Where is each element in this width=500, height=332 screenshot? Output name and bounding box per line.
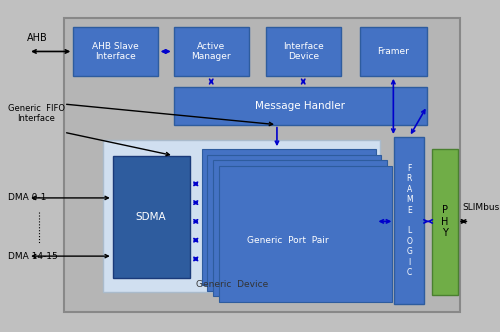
Bar: [432, 149, 458, 294]
Text: DMA 14-15: DMA 14-15: [8, 252, 58, 261]
Bar: [218, 166, 392, 302]
Text: SLIMbus: SLIMbus: [463, 203, 500, 212]
Text: AHB Slave
Interface: AHB Slave Interface: [92, 42, 139, 61]
Bar: [174, 27, 249, 76]
Bar: [266, 27, 341, 76]
Bar: [213, 160, 387, 296]
Bar: [112, 156, 190, 278]
Text: AHB: AHB: [27, 33, 48, 43]
Text: Framer: Framer: [378, 47, 410, 56]
Bar: [174, 87, 427, 125]
Text: Message Handler: Message Handler: [256, 101, 346, 111]
Bar: [394, 137, 424, 304]
Text: Generic  FIFO
Interface: Generic FIFO Interface: [8, 104, 64, 123]
Text: DMA 0-1: DMA 0-1: [8, 194, 46, 203]
Text: Generic  Device: Generic Device: [196, 280, 268, 289]
Bar: [64, 18, 460, 312]
Bar: [208, 155, 381, 291]
Text: F
R
A
M
E
 
L
O
G
I
C: F R A M E L O G I C: [406, 164, 412, 277]
Bar: [73, 27, 158, 76]
Text: SDMA: SDMA: [136, 212, 166, 222]
Bar: [360, 27, 427, 76]
Text: Active
Manager: Active Manager: [192, 42, 231, 61]
Bar: [104, 140, 380, 292]
Text: Interface
Device: Interface Device: [283, 42, 324, 61]
Text: Generic  Port  Pair: Generic Port Pair: [248, 236, 329, 245]
Bar: [202, 149, 376, 285]
Text: P
H
Y: P H Y: [442, 205, 448, 238]
